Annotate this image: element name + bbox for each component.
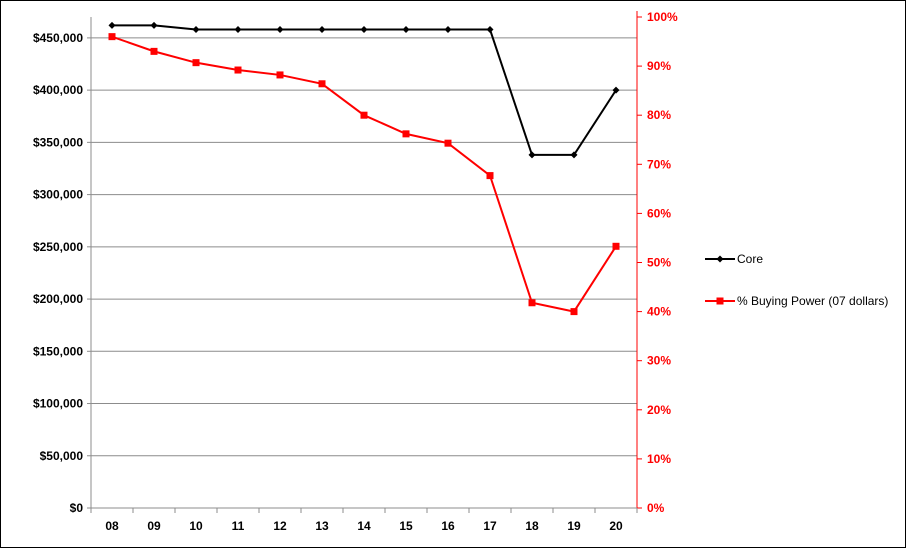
right-tick-label: 80%	[647, 108, 671, 122]
data-point-core	[318, 26, 326, 34]
data-point-core	[528, 151, 536, 159]
data-point-buying-power	[150, 47, 158, 55]
data-point-core	[444, 26, 452, 34]
data-point-buying-power	[192, 59, 200, 67]
x-tick-label: 18	[525, 519, 539, 533]
data-point-buying-power	[234, 66, 242, 74]
left-tick-label: $0	[70, 501, 84, 515]
x-tick-label: 10	[189, 519, 203, 533]
data-point-buying-power	[360, 111, 368, 119]
right-tick-label: 30%	[647, 354, 671, 368]
right-tick-label: 100%	[647, 10, 678, 24]
left-tick-label: $400,000	[33, 83, 83, 97]
data-point-core	[192, 26, 200, 34]
right-tick-label: 0%	[647, 501, 665, 515]
data-point-core	[402, 26, 410, 34]
series-line-1	[111, 35, 617, 313]
x-tick-label: 08	[105, 519, 119, 533]
right-tick-label: 70%	[647, 157, 671, 171]
axes	[87, 11, 642, 513]
legend-marker-0	[716, 255, 724, 263]
gridlines	[91, 37, 637, 457]
x-tick-label: 20	[609, 519, 623, 533]
left-tick-label: $450,000	[33, 31, 83, 45]
x-tick-label: 12	[273, 519, 287, 533]
data-point-core	[486, 26, 494, 34]
x-tick-label: 11	[232, 519, 245, 533]
left-tick-label: $150,000	[33, 344, 83, 358]
data-point-core	[150, 21, 158, 29]
data-point-buying-power	[612, 242, 620, 250]
data-point-buying-power	[108, 33, 116, 41]
data-point-core	[360, 26, 368, 34]
series-layer	[108, 21, 620, 316]
data-point-core	[108, 21, 116, 29]
data-point-buying-power	[528, 299, 536, 307]
legend: Core % Buying Power (07 dollars)	[705, 252, 888, 308]
data-point-core	[234, 26, 242, 34]
right-tick-label: 90%	[647, 59, 671, 73]
x-tick-label: 17	[483, 519, 497, 533]
right-tick-label: 10%	[647, 452, 671, 466]
data-point-buying-power	[570, 308, 578, 316]
data-point-core	[276, 26, 284, 34]
left-tick-label: $100,000	[33, 397, 83, 411]
x-tick-label: 19	[567, 519, 581, 533]
left-tick-label: $200,000	[33, 292, 83, 306]
right-axis-tick-labels: 0% 10% 20% 30% 40% 50% 60% 70% 80% 90% 100%	[647, 10, 678, 515]
right-tick-label: 50%	[647, 256, 671, 270]
x-tick-label: 15	[399, 519, 413, 533]
x-tick-label: 09	[147, 519, 161, 533]
legend-label-1: % Buying Power (07 dollars)	[737, 294, 888, 308]
right-tick-label: 20%	[647, 403, 671, 417]
legend-marker-1	[716, 297, 724, 305]
left-tick-label: $300,000	[33, 188, 83, 202]
legend-label-0: Core	[737, 252, 763, 266]
data-point-buying-power	[402, 130, 410, 138]
data-point-core	[570, 151, 578, 159]
data-point-buying-power	[276, 71, 284, 79]
data-point-buying-power	[444, 139, 452, 147]
data-point-buying-power	[486, 172, 494, 180]
x-tick-label: 16	[441, 519, 455, 533]
data-point-core	[612, 86, 620, 94]
x-tick-label: 14	[357, 519, 371, 533]
right-tick-label: 40%	[647, 305, 671, 319]
right-tick-label: 60%	[647, 206, 671, 220]
left-tick-label: $50,000	[40, 449, 84, 463]
left-tick-label: $250,000	[33, 240, 83, 254]
left-axis-tick-labels: $0 $50,000 $100,000 $150,000 $200,000 $250,00…	[33, 31, 83, 515]
left-tick-label: $350,000	[33, 135, 83, 149]
x-tick-label: 13	[315, 519, 329, 533]
x-axis-tick-labels: 08 09 10 11 12 13 14 15 16 17 18 19 20	[105, 519, 623, 533]
data-point-buying-power	[318, 80, 326, 88]
